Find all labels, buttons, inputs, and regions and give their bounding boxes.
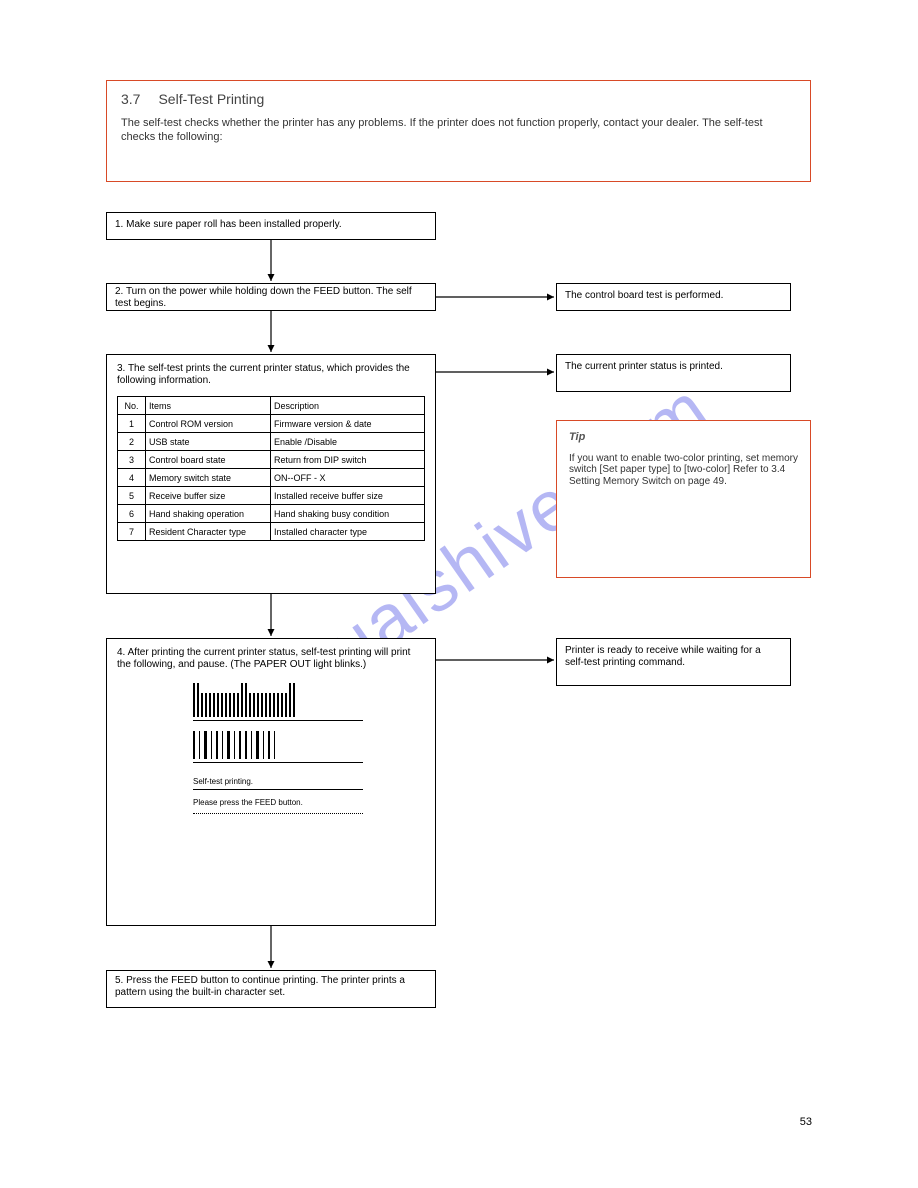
page-number: 53	[800, 1116, 812, 1128]
arrow-1-to-2	[0, 0, 918, 1188]
